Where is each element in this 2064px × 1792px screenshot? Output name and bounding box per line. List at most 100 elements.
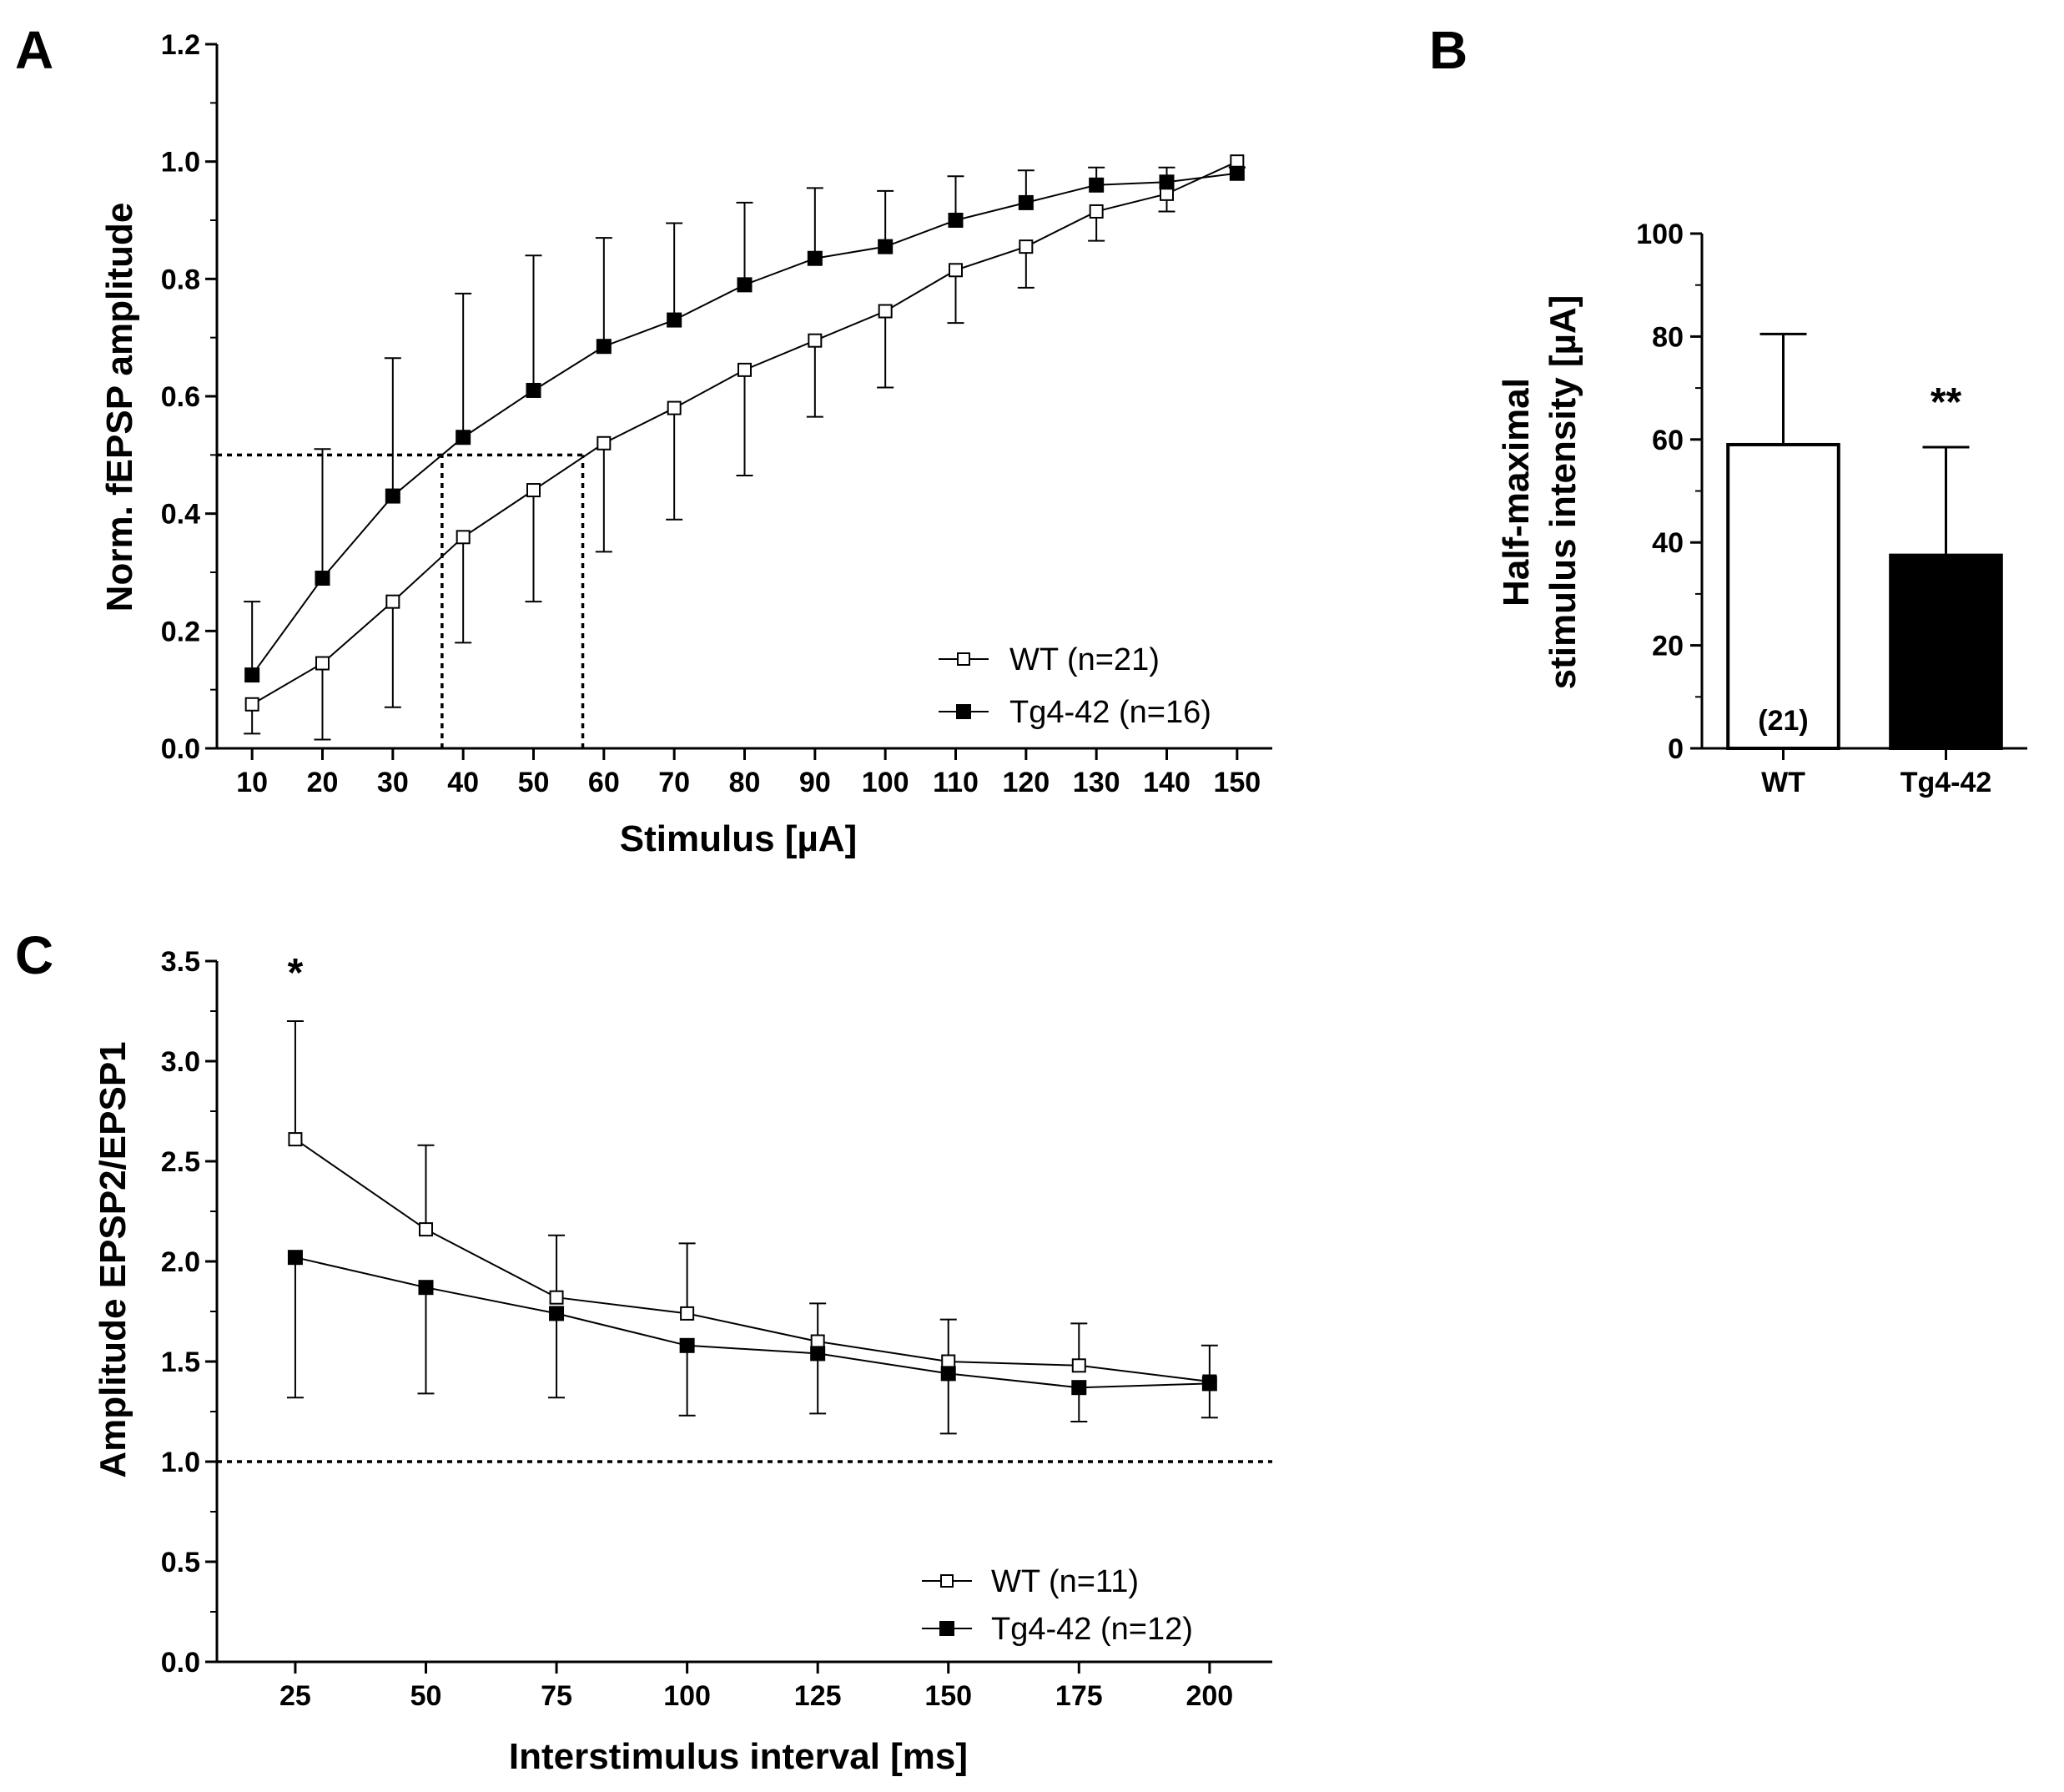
- data-point-tg4-42: [1018, 194, 1034, 210]
- data-point-tg4-42: [287, 1250, 303, 1266]
- data-point-tg4-42: [940, 1366, 956, 1382]
- x-tick-label: 175: [1055, 1680, 1103, 1712]
- data-point-tg4-42: [667, 312, 682, 328]
- x-tick-label: 150: [924, 1680, 972, 1712]
- y-tick-label: 1.0: [161, 1447, 200, 1478]
- data-point-wt: [1089, 204, 1104, 219]
- legend-wt-label: WT (n=11): [991, 1564, 1139, 1599]
- x-tick-label: 70: [658, 767, 690, 798]
- data-point-tg4-42: [549, 1306, 565, 1321]
- category-label-tg4-42: Tg4-42: [1900, 767, 1992, 798]
- bar-tg4-42: [1889, 553, 2003, 750]
- y-tick-label: 0.0: [161, 1647, 200, 1679]
- panel-b-chart: B Half-maximal stimulus intensity [µA] 0…: [1429, 20, 2027, 798]
- data-point-wt: [549, 1290, 564, 1305]
- panel-a-chart: A Norm. fEPSP amplitude Stimulus [µA] 0.…: [15, 20, 1272, 859]
- significance-marker: *: [288, 951, 304, 995]
- legend-tg-filled-square-marker: [956, 704, 971, 719]
- panel-a-label: A: [15, 20, 53, 80]
- data-point-wt: [949, 263, 963, 278]
- y-tick-label: 2.0: [161, 1246, 200, 1278]
- data-point-tg4-42: [456, 430, 471, 445]
- n-label-tg4-42: (16): [1921, 705, 1971, 737]
- panel-c-x-axis-label: Interstimulus interval [ms]: [509, 1736, 968, 1777]
- data-point-wt: [288, 1132, 303, 1147]
- panel-c-chart: C Amplitude EPSP2/EPSP1 Interstimulus in…: [15, 925, 1272, 1777]
- x-tick-label: 120: [1002, 767, 1050, 798]
- x-tick-label: 50: [410, 1680, 442, 1712]
- y-tick-label: 0.4: [161, 499, 200, 531]
- data-point-wt: [808, 333, 823, 348]
- x-tick-label: 150: [1213, 767, 1261, 798]
- legend-tg-filled-square-marker: [939, 1621, 954, 1636]
- x-tick-label: 50: [518, 767, 550, 798]
- data-point-tg4-42: [526, 382, 541, 398]
- data-point-tg4-42: [737, 277, 753, 293]
- x-tick-label: 30: [377, 767, 409, 798]
- data-point-tg4-42: [315, 571, 330, 586]
- y-tick-label: 20: [1652, 631, 1684, 662]
- data-point-tg4-42: [385, 488, 400, 504]
- data-point-wt: [315, 656, 330, 671]
- data-point-tg4-42: [596, 339, 612, 355]
- significance-marker: **: [1931, 380, 1962, 425]
- series-line-wt: [294, 1138, 1210, 1382]
- data-point-wt: [385, 594, 400, 609]
- x-tick-label: 40: [447, 767, 479, 798]
- x-tick-label: 200: [1186, 1680, 1233, 1712]
- data-point-tg4-42: [807, 250, 823, 266]
- data-point-wt: [680, 1306, 695, 1321]
- data-point-wt: [1071, 1358, 1086, 1373]
- x-tick-label: 140: [1143, 767, 1191, 798]
- data-point-tg4-42: [948, 213, 964, 228]
- panel-b-y-axis-label-line-1: Half-maximal: [1496, 378, 1537, 607]
- x-tick-label: 110: [933, 767, 979, 798]
- x-tick-label: 20: [307, 767, 339, 798]
- data-point-tg4-42: [679, 1337, 695, 1353]
- x-tick-label: 80: [729, 767, 761, 798]
- data-point-wt: [456, 530, 471, 545]
- panel-a-legend: WT (n=21) Tg4-42 (n=16): [939, 642, 1211, 730]
- x-tick-label: 130: [1073, 767, 1120, 798]
- y-tick-label: 3.5: [161, 946, 200, 978]
- x-tick-label: 90: [799, 767, 831, 798]
- data-point-tg4-42: [244, 667, 260, 683]
- data-point-tg4-42: [1089, 177, 1105, 193]
- legend-wt-open-square-marker: [957, 652, 970, 666]
- y-tick-label: 1.5: [161, 1347, 200, 1378]
- y-tick-label: 40: [1652, 527, 1684, 559]
- x-tick-label: 10: [236, 767, 268, 798]
- legend-tg-label: Tg4-42 (n=16): [1009, 695, 1211, 730]
- y-tick-label: 0.6: [161, 381, 200, 413]
- data-point-tg4-42: [878, 239, 894, 254]
- y-tick-label: 1.2: [161, 29, 200, 61]
- panel-c-label: C: [15, 925, 53, 985]
- y-tick-label: 100: [1636, 219, 1684, 250]
- panel-a-x-axis-label: Stimulus [µA]: [620, 818, 857, 859]
- y-tick-label: 0: [1668, 733, 1684, 765]
- panel-b-y-axis-label-line-2: stimulus intensity [µA]: [1543, 295, 1583, 690]
- legend-wt-label: WT (n=21): [1009, 642, 1160, 677]
- data-point-wt: [526, 483, 541, 498]
- n-label-wt: (21): [1758, 705, 1808, 737]
- y-tick-label: 0.0: [161, 733, 200, 765]
- data-point-wt: [941, 1354, 956, 1369]
- data-point-wt: [418, 1222, 433, 1237]
- x-tick-label: 125: [794, 1680, 842, 1712]
- y-tick-label: 2.5: [161, 1146, 200, 1178]
- data-point-tg4-42: [418, 1280, 434, 1296]
- data-point-tg4-42: [1201, 1376, 1217, 1392]
- panel-b-label: B: [1429, 20, 1467, 80]
- y-tick-label: 80: [1652, 321, 1684, 353]
- x-tick-label: 100: [663, 1680, 711, 1712]
- data-point-tg4-42: [1229, 165, 1245, 181]
- legend-tg-label: Tg4-42 (n=12): [991, 1612, 1193, 1647]
- x-tick-label: 75: [541, 1680, 572, 1712]
- data-point-wt: [738, 362, 752, 377]
- panel-c-y-axis-label: Amplitude EPSP2/EPSP1: [93, 1041, 133, 1477]
- y-tick-label: 0.8: [161, 264, 200, 295]
- panel-a-y-axis-label: Norm. fEPSP amplitude: [99, 203, 140, 612]
- panel-c-legend: WT (n=11) Tg4-42 (n=12): [922, 1564, 1193, 1647]
- data-point-wt: [597, 435, 612, 451]
- category-label-wt: WT: [1761, 767, 1805, 798]
